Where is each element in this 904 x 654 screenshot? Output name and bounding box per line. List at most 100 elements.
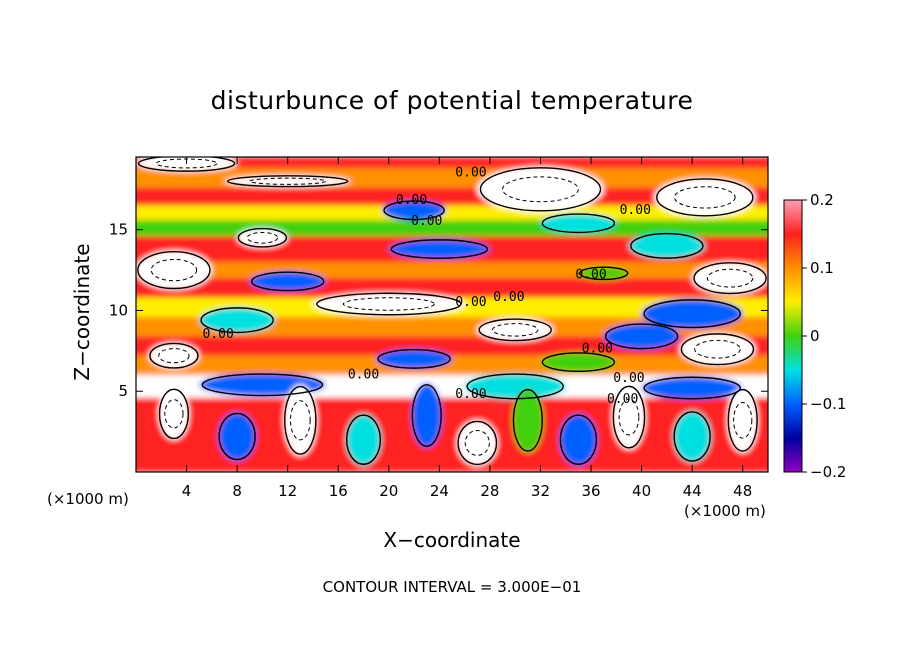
contour-line-dashed (733, 402, 753, 439)
contour-line (478, 318, 552, 342)
field-blob (345, 413, 382, 466)
x-axis-label-row: X−coordinate (0, 528, 904, 552)
field-blob (136, 250, 212, 290)
plot-frame (135, 156, 769, 473)
contour-line-dashed (694, 339, 741, 359)
field-blob (382, 200, 446, 220)
x-ticks: 4 8 12 16 20 24 28 32 36 40 44 48 (182, 157, 752, 500)
x-tick-label: 8 (232, 482, 242, 500)
x-tick-label: 44 (683, 482, 702, 500)
field-blob (457, 420, 498, 466)
contour-label: 0.00 (455, 166, 486, 181)
colorbar-tick-label: 0 (810, 327, 820, 345)
field-blob (388, 239, 490, 259)
field-blob (477, 166, 604, 212)
contour-line (673, 411, 711, 462)
x-tick-label: 48 (733, 482, 752, 500)
x-tick-label: 36 (581, 482, 600, 500)
field-blob (237, 228, 288, 248)
field-blob (158, 388, 190, 440)
contour-line-dashed (673, 186, 736, 209)
field-blob (224, 175, 351, 187)
colorbar-tick-label: 0.1 (810, 259, 834, 277)
y-tick-label: 5 (118, 382, 128, 400)
field-blob (199, 307, 276, 334)
field-blob (464, 373, 566, 400)
field-blob (727, 388, 758, 453)
contour-line (541, 352, 616, 373)
field-blob (477, 318, 554, 342)
contour-line-dashed (502, 176, 579, 203)
contour-interval-note: CONTOUR INTERVAL = 3.000E−01 (322, 578, 582, 596)
x-tick-label: 4 (182, 482, 192, 500)
field-blob (559, 413, 598, 466)
contour-line (201, 373, 324, 397)
contour-line (137, 157, 236, 172)
field-blob (654, 178, 756, 217)
x-tick-label: 24 (430, 482, 449, 500)
contour-label: 0.00 (582, 342, 613, 357)
contour-label: 0.00 (203, 327, 234, 342)
contour-line (411, 384, 442, 447)
field-blob (283, 384, 317, 456)
contour-line-dashed (618, 398, 640, 436)
field-blob (312, 292, 465, 316)
x-tick-label: 16 (329, 482, 348, 500)
field-band (136, 355, 768, 376)
field-band (136, 278, 768, 298)
field-blob (612, 384, 646, 450)
field-blob (218, 412, 257, 461)
contour-line (578, 266, 629, 281)
contour-line-dashed (158, 348, 190, 364)
colorbar-tick-label: −0.1 (810, 395, 846, 413)
contour-line (390, 239, 489, 259)
contour-label: 0.00 (411, 214, 442, 229)
contour-line (643, 376, 741, 400)
contour-label: 0.00 (607, 392, 638, 407)
contour-label: 0.00 (493, 290, 524, 305)
contour-line-dashed (150, 258, 198, 282)
contour-line-dashed (164, 399, 184, 429)
contour-line-dashed (464, 429, 490, 456)
contour-line (693, 262, 767, 295)
field-blob (628, 232, 705, 259)
contour-line (383, 200, 445, 221)
contour-line (466, 373, 564, 400)
field-band (136, 262, 768, 279)
contour-line (604, 323, 679, 350)
contour-line-dashed (342, 297, 435, 311)
contour-line (656, 178, 754, 217)
contour-line-dashed (246, 231, 279, 244)
colorbar-tick-label: −0.2 (810, 463, 846, 481)
contour-line (612, 385, 646, 449)
x-tick-label: 12 (278, 482, 297, 500)
contour-line (727, 388, 758, 452)
field-blob (136, 157, 238, 172)
contour-line (541, 213, 616, 234)
colorbar-tick-label: 0.2 (810, 191, 834, 209)
field-blob (376, 349, 452, 369)
x-unit-label-right: (×1000 m) (684, 502, 766, 520)
field-blob (540, 352, 617, 372)
contour-line (377, 349, 451, 369)
contour-line (137, 250, 211, 290)
field-blob (692, 262, 768, 295)
contour-line-dashed (289, 400, 311, 441)
contour-label: 0.00 (575, 267, 606, 282)
x-tick-label: 28 (480, 482, 499, 500)
contour-line (226, 175, 349, 188)
field-blob (148, 342, 200, 369)
y-ticks: 5 10 15 (109, 221, 768, 400)
x-tick-label: 32 (531, 482, 550, 500)
field-band (136, 157, 768, 169)
contour-line (200, 307, 274, 334)
field-band (136, 205, 768, 220)
x-axis-label: X−coordinate (383, 528, 521, 552)
colorbar: 0.2 0.1 0 −0.1 −0.2 (783, 191, 846, 481)
field-blob (603, 323, 680, 350)
contour-label: 0.00 (620, 203, 651, 218)
contour-line (250, 271, 325, 292)
contour-line (158, 388, 190, 440)
